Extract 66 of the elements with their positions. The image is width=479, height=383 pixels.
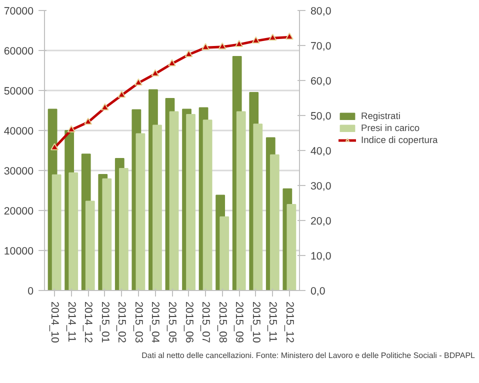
- x-tick-label: 2015_12: [283, 302, 296, 344]
- point: [84, 118, 92, 125]
- y2-tick-label: 50,0: [310, 110, 332, 122]
- bar: [169, 111, 179, 290]
- bar: [136, 133, 146, 290]
- point: [202, 43, 210, 50]
- y-tick-label: 50000: [4, 86, 34, 98]
- bar: [102, 178, 112, 290]
- x-tick-label: 2015_05: [166, 302, 178, 344]
- y2-tick-label: 20,0: [310, 216, 332, 228]
- y-tick-label: 30000: [4, 166, 34, 178]
- point: [67, 125, 76, 132]
- y2-tick-label: 80,0: [310, 6, 332, 18]
- y2-tick-label: 60,0: [310, 76, 332, 88]
- x-tick-label: 2015_10: [250, 302, 262, 344]
- legend-label: Indice di copertura: [361, 134, 438, 144]
- legend-label: Presi in carico: [361, 122, 420, 132]
- point: [50, 143, 59, 150]
- x-tick-label: 2015_09: [233, 302, 246, 344]
- bar: [118, 168, 128, 290]
- y2-tick-label: 70,0: [310, 40, 332, 52]
- point: [218, 42, 226, 50]
- x-tick-label: 2015_08: [216, 302, 228, 344]
- bar: [253, 124, 263, 290]
- y-tick-label: 60000: [4, 46, 34, 58]
- point: [268, 34, 277, 41]
- x-tick-label: 2014_12: [82, 302, 94, 344]
- point: [100, 103, 109, 110]
- bar: [236, 111, 246, 290]
- bar: [202, 120, 212, 290]
- bar: [220, 216, 230, 290]
- x-tick-label: 2015_07: [200, 302, 212, 344]
- bar: [286, 204, 296, 290]
- y2-tick-label: 40,0: [310, 146, 332, 158]
- x-tick-label: 2015_03: [132, 302, 144, 344]
- x-tick-label: 2015_06: [182, 302, 195, 344]
- y2-tick-label: 0,0: [310, 286, 326, 298]
- bar: [52, 174, 62, 290]
- x-tick-label: 2014_11: [65, 302, 78, 342]
- point: [151, 69, 160, 76]
- point: [235, 40, 244, 47]
- x-tick-label: 2014_10: [48, 302, 61, 344]
- y-tick-label: 70000: [4, 6, 34, 18]
- point: [184, 50, 193, 58]
- y-tick-label: 40000: [4, 126, 34, 138]
- text: Dati al netto delle cancellazioni. Fonte: Ministero del Lavoro e delle Politiche Sociali - BDPAPL: [142, 350, 475, 362]
- x-tick-label: 2015_04: [149, 302, 162, 344]
- bar: [85, 200, 95, 290]
- bar: [270, 154, 280, 290]
- y-tick-label: 0: [28, 286, 34, 298]
- x-tick-label: 2015_11: [266, 302, 279, 342]
- y-tick-label: 10000: [4, 246, 34, 258]
- y-tick-label: 20000: [4, 206, 34, 218]
- point: [118, 90, 126, 98]
- y2-tick-label: 30,0: [310, 180, 332, 192]
- point: [168, 59, 176, 66]
- y2-tick-label: 10,0: [310, 250, 332, 262]
- x-tick-label: 2015_01: [98, 302, 111, 344]
- bar: [68, 172, 78, 290]
- bar: [186, 114, 196, 290]
- point: [285, 32, 294, 40]
- point: [134, 78, 142, 86]
- legend-label: Registrati: [361, 110, 400, 120]
- point: [252, 36, 260, 44]
- x-tick-label: 2015_02: [116, 302, 128, 344]
- bar: [152, 124, 162, 290]
